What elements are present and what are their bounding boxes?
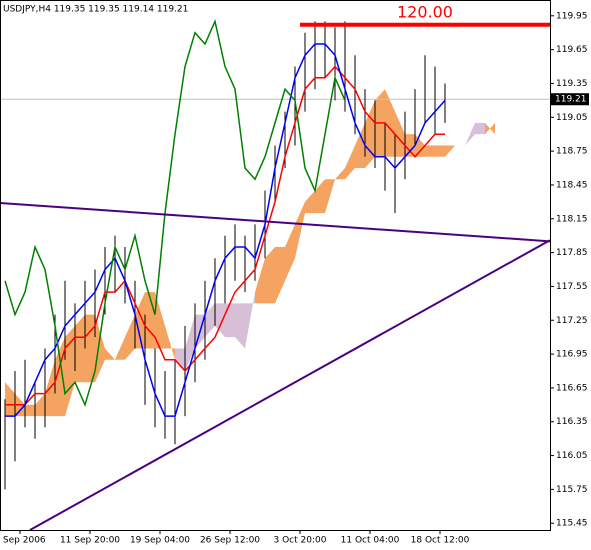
x-tick-label: 3 Oct 20:00 <box>274 536 327 546</box>
y-tick-label: 116.95 <box>556 350 588 360</box>
cloud-segment <box>205 303 215 338</box>
cloud-segment <box>115 337 125 360</box>
cloud-segment <box>405 134 415 157</box>
cloud-segment <box>315 179 325 214</box>
cloud-segment <box>475 122 485 135</box>
level-label: 120.00 <box>397 2 453 21</box>
indicator-line <box>5 43 446 417</box>
cloud-segment <box>395 111 405 157</box>
cloud-segment <box>125 314 135 360</box>
indicator-line <box>5 65 445 406</box>
cloud-segment <box>225 303 235 338</box>
y-tick-label: 118.45 <box>556 180 588 190</box>
y-tick-label: 118.75 <box>556 147 588 157</box>
plot-border <box>0 0 551 531</box>
cloud-segment <box>335 168 345 180</box>
y-tick-label: 117.85 <box>556 248 588 258</box>
plot-area <box>0 19 551 531</box>
cloud-segment <box>175 348 185 371</box>
last-price-box <box>551 93 589 106</box>
cloud-segment <box>75 314 85 383</box>
cloud-segment <box>245 292 255 349</box>
cloud-segment <box>35 393 45 417</box>
cloud-segment <box>285 224 295 281</box>
cloud-segment <box>325 179 335 214</box>
cloud-segment <box>485 122 495 135</box>
x-tick-label: 11 Oct 04:00 <box>341 536 400 546</box>
cloud-segment <box>235 303 245 349</box>
cloud-segment <box>65 325 75 417</box>
cloud-segment <box>265 246 275 304</box>
cloud-segment <box>435 145 445 157</box>
cloud-segment <box>445 145 455 157</box>
y-tick-label: 115.75 <box>556 485 588 495</box>
cloud-segment <box>145 292 155 349</box>
x-tick-label: 4 Sep 2006 <box>0 536 46 546</box>
y-tick-label: 116.35 <box>556 417 588 427</box>
y-tick-label: 118.15 <box>556 214 588 224</box>
last-price-label: 119.21 <box>555 95 587 105</box>
trendline <box>0 201 551 243</box>
cloud-segment <box>345 145 355 180</box>
cloud-segment <box>155 292 165 349</box>
cloud-segment <box>365 100 375 169</box>
x-tick-label: 18 Oct 12:00 <box>411 536 470 546</box>
y-tick-label: 117.55 <box>556 282 588 292</box>
cloud-segment <box>465 122 475 146</box>
indicator-line <box>4 19 346 407</box>
y-tick-label: 117.25 <box>556 316 588 326</box>
x-tick-label: 26 Sep 12:00 <box>200 536 260 546</box>
x-tick-label: 11 Sep 20:00 <box>60 536 120 546</box>
cloud-segment <box>385 89 395 157</box>
y-tick-label: 115.45 <box>556 519 588 529</box>
cloud-segment <box>425 145 435 157</box>
cloud-segment <box>255 258 265 304</box>
cloud-segment <box>5 382 15 417</box>
y-tick-label: 119.95 <box>556 11 588 21</box>
y-tick-label: 116.65 <box>556 383 588 393</box>
x-tick-label: 19 Sep 04:00 <box>130 536 190 546</box>
y-tick-label: 119.35 <box>556 79 588 89</box>
cloud-segment <box>275 246 285 304</box>
cloud-segment <box>25 404 35 417</box>
header: USDJPY,H4 119.35 119.35 119.14 119.21 <box>3 5 188 15</box>
cloud-segment <box>85 314 95 383</box>
cloud-segment <box>355 122 365 169</box>
cloud-segment <box>305 190 315 214</box>
cloud-segment <box>95 314 105 383</box>
cloud-segment <box>135 292 145 349</box>
y-tick-label: 119.65 <box>556 45 588 55</box>
cloud-segment <box>185 314 195 371</box>
cloud-segment <box>105 348 115 360</box>
cloud-segment <box>295 201 305 259</box>
y-tick-label: 116.05 <box>556 451 588 461</box>
trendline <box>29 239 551 531</box>
y-tick-label: 119.05 <box>556 113 588 123</box>
cloud-segment <box>165 325 175 360</box>
cloud-segment <box>215 303 225 338</box>
